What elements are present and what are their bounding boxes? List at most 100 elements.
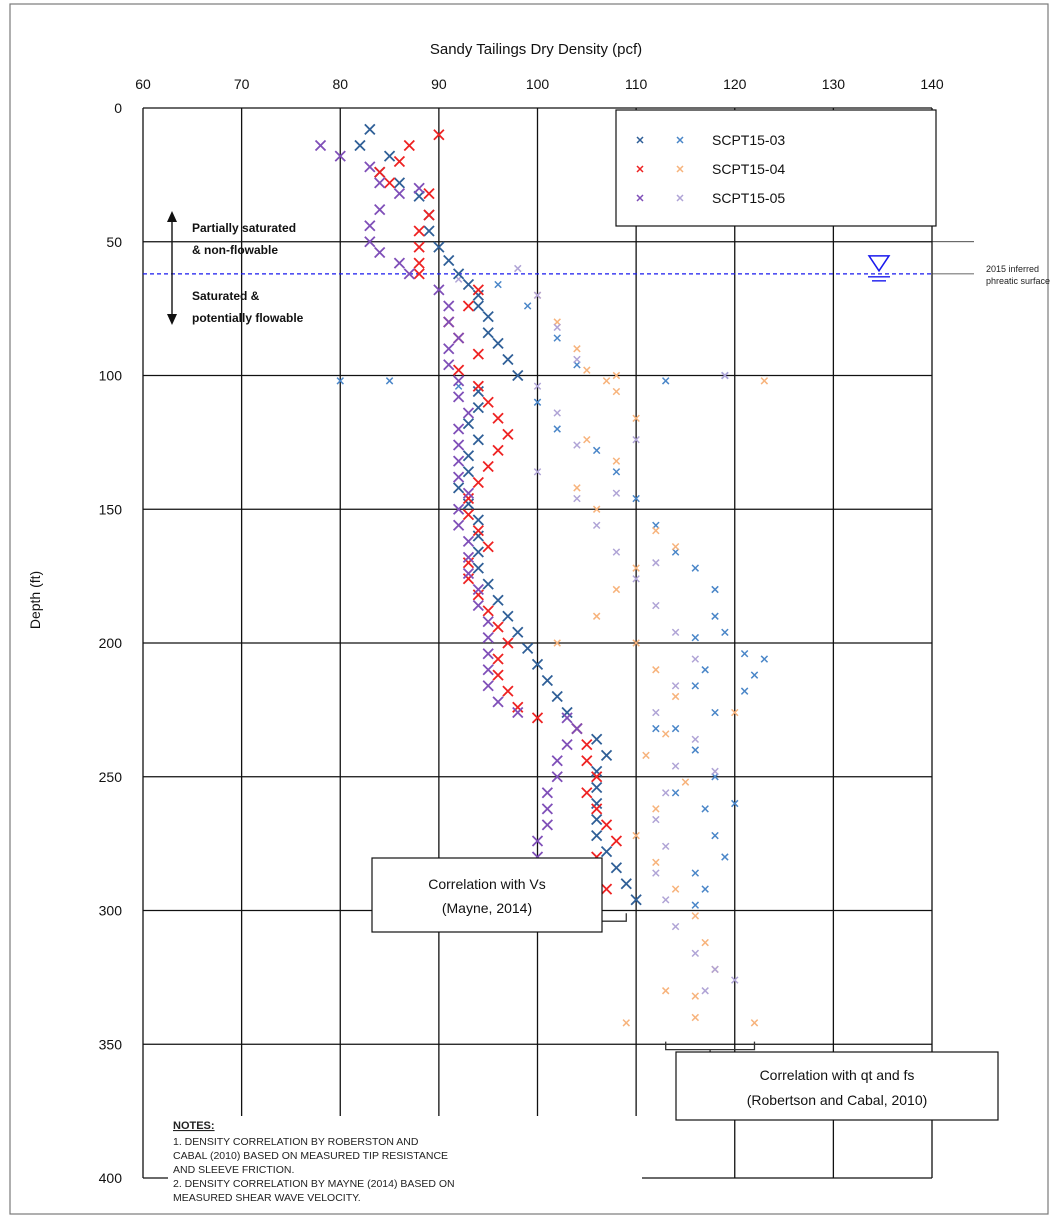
legend-label: SCPT15-05 [712,190,785,206]
y-tick-50: 50 [106,234,122,250]
point-scpt15-05-vs-27 [452,519,465,531]
legend-item-scpt15-04: SCPT15-04 [636,161,785,177]
point-scpt15-03-qt-fs-5 [553,334,561,342]
point-scpt15-03-qt-fs-32 [691,869,700,877]
chart-title: Sandy Tailings Dry Density (pcf) [430,41,642,58]
point-scpt15-05-qt-fs-9 [573,494,581,503]
point-scpt15-04-qt-fs-16 [592,612,601,620]
point-scpt15-05-vs-4 [393,187,406,200]
point-scpt15-03-qt-fs-37 [760,655,769,663]
vs-correlation-line2: (Mayne, 2014) [442,900,532,916]
legend-marker-vs [636,194,644,202]
point-scpt15-04-vs-38 [531,712,544,724]
point-scpt15-05-qt-fs-22 [661,842,670,851]
point-scpt15-03-vs-9 [443,254,455,267]
point-scpt15-04-vs-1 [403,139,415,152]
point-scpt15-05-vs-41 [571,722,583,735]
notes-line-5: MEASURED SHEAR WAVE VELOCITY. [173,1192,361,1204]
legend-marker-qt [676,136,684,144]
vs-correlation-box [371,857,603,933]
point-scpt15-05-qt-fs-29 [701,987,709,995]
point-scpt15-04-qt-fs-29 [701,938,709,947]
point-scpt15-05-vs-7 [364,220,376,232]
point-scpt15-03-vs-44 [591,781,603,794]
point-scpt15-03-qt-fs-26 [691,746,700,754]
point-scpt15-03-qt-fs-4 [523,302,532,310]
y-tick-150: 150 [99,501,123,517]
point-scpt15-05-qt-fs-23 [652,869,660,877]
point-scpt15-05-qt-fs-21 [652,815,660,824]
point-scpt15-04-qt-fs-26 [652,858,660,867]
point-scpt15-05-vs-47 [541,819,553,831]
point-scpt15-03-qt-fs-23 [740,687,749,695]
point-scpt15-04-qt-fs-3 [553,318,561,326]
point-scpt15-05-qt-fs-32 [612,489,621,497]
point-scpt15-03-vs-35 [522,642,534,654]
qt-correlation-box [675,1051,999,1121]
point-scpt15-05-vs-29 [462,551,475,564]
point-scpt15-04-qt-fs-4 [573,345,581,353]
point-scpt15-04-vs-44 [591,803,603,815]
point-scpt15-03-vs-0 [364,123,376,136]
point-scpt15-04-vs-30 [472,589,484,601]
point-scpt15-04-qt-fs-5 [583,366,591,374]
point-scpt15-05-qt-fs-33 [652,559,660,567]
point-scpt15-05-vs-22 [452,439,465,451]
phreatic-label-line2: phreatic surface [986,276,1050,286]
point-scpt15-03-vs-2 [383,150,396,162]
point-scpt15-03-vs-17 [502,353,514,366]
y-tick-200: 200 [99,635,123,651]
point-scpt15-03-vs-25 [452,482,465,494]
point-scpt15-05-vs-0 [314,139,327,152]
point-scpt15-03-qt-fs-8 [553,425,561,433]
point-scpt15-05-vs-2 [364,161,376,173]
point-scpt15-04-qt-fs-20 [731,708,739,717]
point-scpt15-04-qt-fs-6 [612,387,621,396]
point-scpt15-03-qt-fs-15 [711,585,719,594]
point-scpt15-04-vs-35 [492,669,504,681]
y-tick-350: 350 [99,1036,123,1052]
notes-heading: NOTES: [173,1120,215,1132]
point-scpt15-03-vs-26 [462,498,475,510]
point-scpt15-03-qt-fs-19 [740,649,749,658]
point-scpt15-05-vs-32 [472,599,484,612]
point-scpt15-03-qt-fs-9 [592,446,601,455]
point-scpt15-04-qt-fs-21 [661,730,670,738]
point-scpt15-05-vs-30 [462,567,475,580]
point-scpt15-04-qt-fs-38 [602,377,611,385]
point-scpt15-03-vs-29 [472,546,484,558]
point-scpt15-03-qt-fs-33 [701,885,709,893]
point-scpt15-03-vs-1 [354,139,366,152]
point-scpt15-03-qt-fs-20 [701,666,709,674]
point-scpt15-03-qt-fs-24 [711,708,719,717]
point-scpt15-05-vs-48 [531,835,544,847]
point-scpt15-03-qt-fs-18 [721,628,729,637]
point-scpt15-04-qt-fs-37 [612,371,621,380]
y-tick-250: 250 [99,769,123,785]
point-scpt15-04-vs-33 [502,637,514,649]
point-scpt15-03-vs-49 [610,862,623,874]
point-scpt15-05-qt-fs-27 [711,965,719,974]
point-scpt15-04-qt-fs-39 [553,639,561,647]
point-scpt15-05-vs-3 [374,177,386,189]
point-scpt15-05-qt-fs-8 [533,468,542,476]
point-scpt15-04-vs-27 [482,541,494,553]
point-scpt15-03-vs-32 [492,594,504,606]
point-scpt15-05-qt-fs-13 [652,601,660,610]
point-scpt15-05-vs-28 [462,535,475,547]
point-scpt15-05-qt-fs-31 [632,435,640,444]
point-scpt15-03-vs-46 [591,813,603,826]
point-scpt15-04-qt-fs-36 [760,377,769,385]
vs-correlation-line1: Correlation with Vs [428,876,546,892]
point-scpt15-03-qt-fs-11 [632,494,640,503]
x-tick-120: 120 [723,76,747,92]
point-scpt15-05-vs-6 [374,204,386,216]
point-scpt15-04-qt-fs-8 [583,435,591,444]
point-scpt15-03-qt-fs-13 [671,548,680,556]
point-scpt15-03-qt-fs-1 [385,377,394,385]
point-scpt15-05-vs-13 [443,300,455,312]
notes-background [168,1116,642,1196]
point-scpt15-05-vs-23 [452,455,465,467]
point-scpt15-04-vs-26 [472,525,484,537]
point-scpt15-04-qt-fs-12 [652,526,660,535]
